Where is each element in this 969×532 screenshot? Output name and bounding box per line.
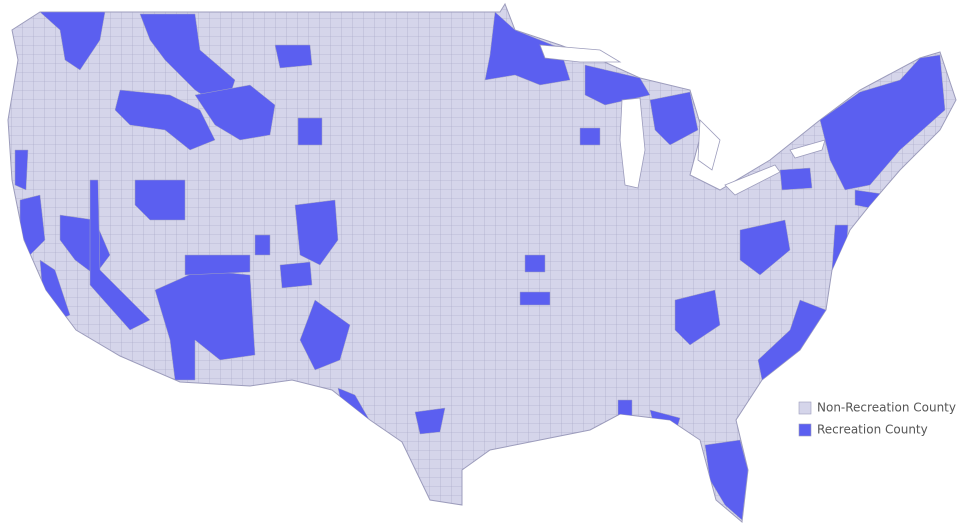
lakes <box>539 44 826 196</box>
legend-label: Recreation County <box>817 423 928 437</box>
region <box>274 44 313 69</box>
region <box>674 289 721 346</box>
region <box>134 179 186 221</box>
region <box>14 149 29 191</box>
region <box>854 189 891 209</box>
region <box>194 84 276 141</box>
region <box>114 89 216 151</box>
region <box>519 291 551 306</box>
lake <box>619 97 646 189</box>
region <box>89 179 151 331</box>
legend-swatch <box>798 423 812 437</box>
region <box>819 54 946 191</box>
lake <box>789 139 826 159</box>
region <box>484 11 571 86</box>
legend-swatch <box>798 401 812 415</box>
region <box>297 117 323 146</box>
region <box>831 224 849 271</box>
region <box>739 219 791 276</box>
region <box>39 11 106 71</box>
region <box>779 167 813 191</box>
region <box>579 127 601 146</box>
region <box>414 407 446 435</box>
region <box>524 254 546 273</box>
region <box>294 199 339 266</box>
region <box>757 299 827 381</box>
lake <box>539 44 622 63</box>
country-area <box>7 3 957 523</box>
lake <box>724 164 781 196</box>
lake <box>697 119 721 171</box>
legend-label: Non-Recreation County <box>817 401 956 415</box>
region <box>254 234 271 256</box>
region <box>649 91 699 146</box>
region <box>299 299 351 371</box>
region <box>184 254 251 276</box>
legend: Non-Recreation County Recreation County <box>798 401 956 437</box>
region <box>279 261 313 289</box>
recreation-areas <box>14 11 946 521</box>
